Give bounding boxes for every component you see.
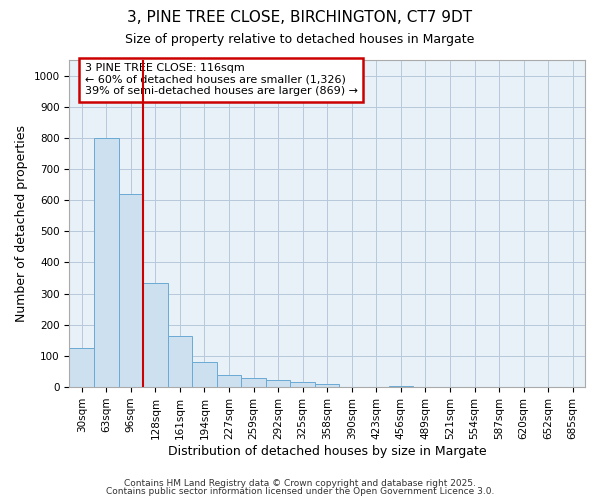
Text: Size of property relative to detached houses in Margate: Size of property relative to detached ho…: [125, 32, 475, 46]
Bar: [192, 362, 217, 387]
Bar: [315, 384, 340, 387]
Bar: [266, 380, 290, 387]
Bar: [94, 138, 119, 387]
Bar: [119, 194, 143, 387]
Y-axis label: Number of detached properties: Number of detached properties: [15, 125, 28, 322]
Bar: [241, 378, 266, 387]
Bar: [217, 376, 241, 387]
Text: Contains public sector information licensed under the Open Government Licence 3.: Contains public sector information licen…: [106, 487, 494, 496]
Bar: [70, 348, 94, 387]
Text: 3 PINE TREE CLOSE: 116sqm
← 60% of detached houses are smaller (1,326)
39% of se: 3 PINE TREE CLOSE: 116sqm ← 60% of detac…: [85, 64, 358, 96]
X-axis label: Distribution of detached houses by size in Margate: Distribution of detached houses by size …: [168, 444, 487, 458]
Bar: [290, 382, 315, 387]
Text: 3, PINE TREE CLOSE, BIRCHINGTON, CT7 9DT: 3, PINE TREE CLOSE, BIRCHINGTON, CT7 9DT: [127, 10, 473, 25]
Bar: [167, 336, 192, 387]
Bar: [389, 386, 413, 387]
Text: Contains HM Land Registry data © Crown copyright and database right 2025.: Contains HM Land Registry data © Crown c…: [124, 478, 476, 488]
Bar: [143, 282, 167, 387]
